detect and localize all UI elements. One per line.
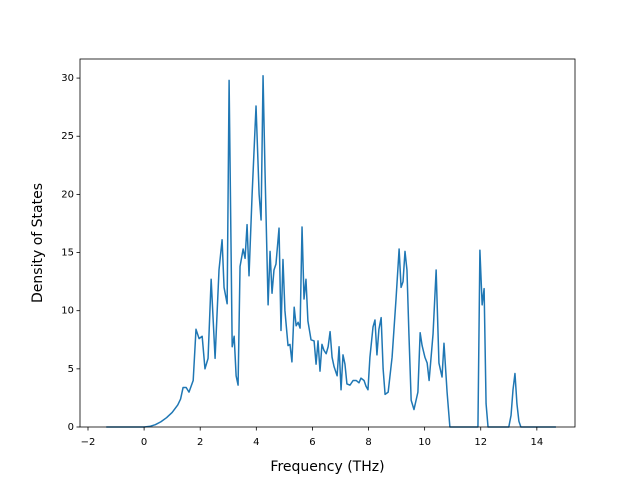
y-tick-label: 10 [61, 306, 74, 317]
x-tick-label: 0 [141, 437, 147, 448]
y-tick-label: 20 [61, 189, 74, 200]
x-tick-label: −2 [81, 437, 96, 448]
axes-frame [79, 58, 576, 428]
y-tick-label: 30 [61, 73, 74, 84]
x-tick-label: 6 [309, 437, 315, 448]
x-tick-label: 8 [365, 437, 371, 448]
x-tick-label: 4 [253, 437, 259, 448]
x-axis-label: Frequency (THz) [270, 459, 384, 475]
data-line [106, 75, 556, 428]
y-tick-label: 5 [68, 364, 74, 375]
x-tick-label: 10 [418, 437, 431, 448]
x-tick-label: 12 [474, 437, 487, 448]
x-tick-label: 14 [530, 437, 543, 448]
y-tick-label: 0 [68, 422, 74, 433]
x-tick-label: 2 [197, 437, 203, 448]
y-tick-label: 15 [61, 248, 74, 259]
y-axis-label: Density of States [30, 183, 46, 303]
y-tick-label: 25 [61, 131, 74, 142]
